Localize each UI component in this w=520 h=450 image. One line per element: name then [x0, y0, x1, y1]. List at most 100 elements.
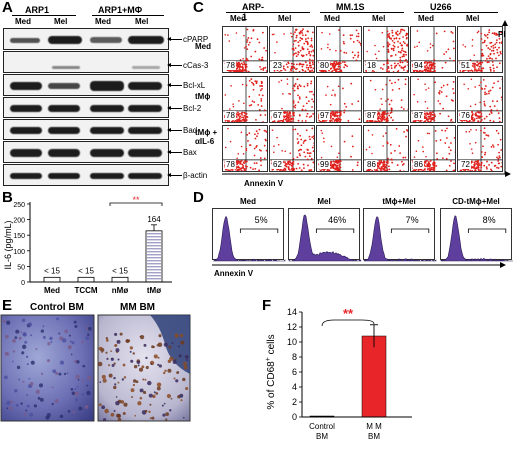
flow-dot	[310, 71, 313, 72]
flow-dot	[381, 68, 384, 70]
control-bm-cell	[42, 335, 46, 339]
flow-dot	[388, 70, 390, 72]
mm-bm-cell	[155, 392, 159, 395]
flow-dot	[242, 167, 245, 169]
flow-dot	[430, 61, 432, 64]
flow-dot	[331, 113, 334, 116]
flow-dot	[493, 32, 496, 35]
flow-dot	[339, 62, 342, 65]
annexin-histogram: 8%	[440, 208, 513, 262]
flow-dot	[292, 167, 295, 170]
control-bm-title: Control BM	[30, 302, 84, 313]
flow-dot	[471, 121, 473, 122]
flow-dot	[241, 121, 244, 122]
flow-dot	[469, 142, 471, 145]
cell-line-header: MM.1S	[336, 2, 365, 12]
flow-dot	[494, 164, 497, 167]
flow-dot	[336, 170, 339, 171]
flow-dot	[415, 170, 417, 171]
flow-dot	[424, 170, 427, 171]
flow-dot	[387, 67, 390, 69]
flow-dot	[239, 160, 242, 163]
flow-dot	[244, 65, 247, 68]
mm-bm-cell	[122, 363, 126, 367]
flow-dot	[306, 48, 309, 51]
flow-dot	[381, 31, 384, 34]
mm-bm-cell	[153, 354, 158, 359]
flow-dot	[388, 103, 391, 106]
annexin-axis-arrow	[505, 171, 511, 177]
flow-dot	[276, 136, 278, 139]
flow-dot	[450, 99, 453, 101]
flow-dot	[293, 63, 295, 66]
control-bm-cell	[76, 360, 80, 364]
flow-dot	[280, 69, 282, 72]
flow-dot	[367, 170, 370, 171]
flow-dot	[473, 164, 476, 166]
flow-dot	[393, 149, 396, 152]
flow-dot	[320, 48, 323, 50]
flow-dot	[245, 149, 248, 152]
flow-dot	[422, 71, 424, 72]
flow-dot	[445, 95, 448, 98]
flow-dot	[467, 88, 470, 90]
flow-dot	[243, 118, 245, 121]
flow-dot	[271, 129, 274, 131]
flow-dot	[360, 44, 361, 47]
cd68-category-label: BM	[316, 432, 328, 441]
mm-bm-cell	[114, 332, 118, 336]
flow-dot	[245, 119, 248, 121]
flow-dot	[260, 100, 263, 102]
flow-dot	[397, 46, 400, 48]
flow-dot	[501, 128, 502, 130]
cell-line-header: ARP-1	[242, 2, 264, 22]
flow-dot	[386, 41, 389, 44]
mm-bm-cell	[130, 388, 135, 393]
flow-dot	[255, 162, 258, 165]
blot-label-bad: Bad	[183, 126, 198, 135]
flow-dot	[329, 103, 332, 106]
flow-dot	[309, 152, 312, 155]
flow-dot	[255, 118, 257, 121]
mm-bm-cell	[156, 386, 161, 391]
flow-dot	[426, 67, 429, 69]
flow-dot	[243, 162, 246, 165]
control-bm-cell	[40, 329, 44, 333]
flow-dot	[313, 50, 314, 53]
control-bm-cell	[28, 377, 31, 380]
flow-dot	[480, 129, 482, 132]
mm-bm-cell	[113, 409, 116, 412]
flow-dot	[322, 119, 324, 122]
flow-dot	[273, 145, 275, 148]
flow-dot	[295, 167, 298, 170]
flow-dot	[308, 155, 311, 157]
flow-dot	[338, 163, 341, 166]
flow-dot	[306, 148, 309, 151]
flow-dot	[289, 68, 292, 71]
flow-dot	[397, 40, 399, 43]
flow-dot	[355, 59, 358, 62]
flow-dot	[413, 169, 416, 171]
mm-bm-cell	[105, 339, 109, 342]
mm-bm-cell	[151, 416, 155, 420]
flow-dot	[433, 59, 436, 61]
flow-dot	[498, 46, 500, 49]
flow-dot	[497, 162, 500, 165]
flow-dot	[313, 161, 314, 163]
flow-live-percentage: 87	[366, 111, 377, 120]
flow-dot	[403, 66, 406, 68]
control-bm-cell	[29, 382, 34, 386]
control-bm-cell	[15, 329, 20, 334]
histogram-annexin-label: Annexin V	[214, 269, 254, 278]
flow-dot	[424, 66, 426, 69]
flow-dot	[293, 89, 296, 92]
flow-dot	[402, 108, 405, 110]
flow-dot	[306, 64, 308, 67]
flow-dot	[271, 33, 274, 36]
flow-dot	[324, 70, 327, 72]
mm-bm-cell	[148, 393, 153, 398]
flow-dot	[297, 101, 300, 104]
flow-dot	[365, 148, 368, 151]
flow-plot: 72	[457, 125, 503, 172]
